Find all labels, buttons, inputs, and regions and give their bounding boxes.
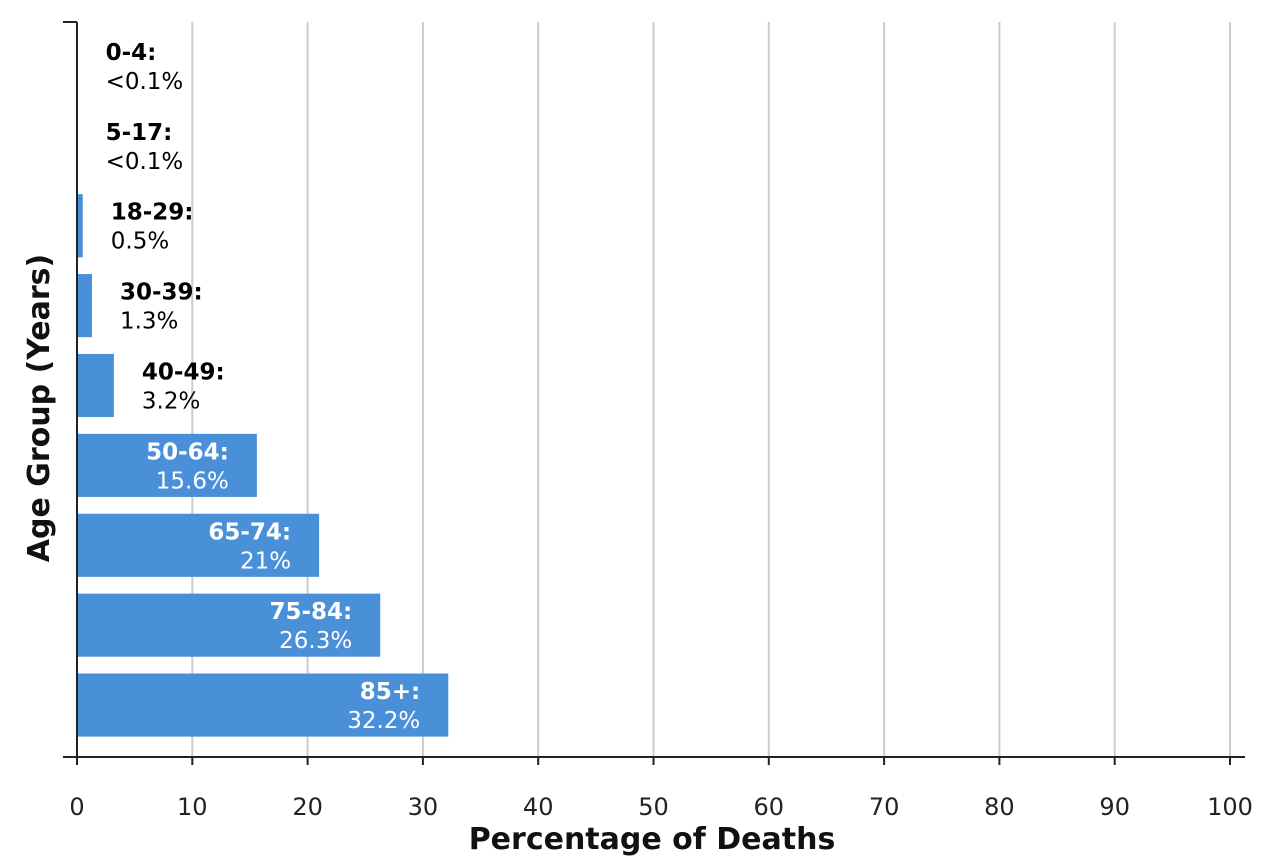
bar-30-39 <box>77 274 92 338</box>
value-label: 0.5% <box>111 229 169 255</box>
x-tick-label: 30 <box>408 793 439 821</box>
bar-40-49 <box>77 353 114 418</box>
x-tick-label: 70 <box>869 793 900 821</box>
category-label: 30-39: <box>120 280 203 306</box>
x-tick-label: 80 <box>984 793 1015 821</box>
category-label: 5-17: <box>106 120 173 146</box>
x-tick-label: 90 <box>1099 793 1130 821</box>
value-label: 32.2% <box>347 708 420 734</box>
category-label: 75-84: <box>269 599 352 625</box>
category-label: 85+: <box>360 679 420 705</box>
value-label: <0.1% <box>106 149 184 175</box>
gridlines <box>191 22 1231 757</box>
value-label: 15.6% <box>156 468 229 494</box>
y-axis-title: Age Group (Years) <box>22 254 57 562</box>
bar-85+ <box>77 673 449 737</box>
category-label: 40-49: <box>142 360 225 386</box>
bar-75-84 <box>77 593 381 657</box>
bars <box>77 194 449 737</box>
bar-65-74 <box>77 513 320 577</box>
x-tick-label: 10 <box>177 793 208 821</box>
value-label: 3.2% <box>142 389 200 415</box>
x-tick-label: 20 <box>292 793 323 821</box>
category-label: 0-4: <box>106 40 157 66</box>
x-tick-label: 100 <box>1207 793 1253 821</box>
x-tick-label: 0 <box>69 793 84 821</box>
value-label: 1.3% <box>120 309 178 335</box>
category-label: 18-29: <box>111 200 194 226</box>
bar-50-64 <box>77 433 257 497</box>
x-tick-label: 40 <box>523 793 554 821</box>
value-label: 26.3% <box>279 628 352 654</box>
category-label: 50-64: <box>146 439 229 465</box>
value-label: 21% <box>240 548 291 574</box>
x-tick-labels: 0 10 20 30 40 50 60 70 80 90 100 <box>69 757 1253 821</box>
bar-18-29 <box>77 194 83 258</box>
x-axis-title: Percentage of Deaths <box>469 822 836 857</box>
x-tick-label: 50 <box>638 793 669 821</box>
value-label: <0.1% <box>106 69 184 95</box>
x-tick-label: 60 <box>754 793 785 821</box>
data-labels: 0-4: <0.1% 5-17: <0.1% 18-29: 0.5% 30-39: 1.3% 4… <box>106 40 421 734</box>
category-label: 65-74: <box>208 519 291 545</box>
